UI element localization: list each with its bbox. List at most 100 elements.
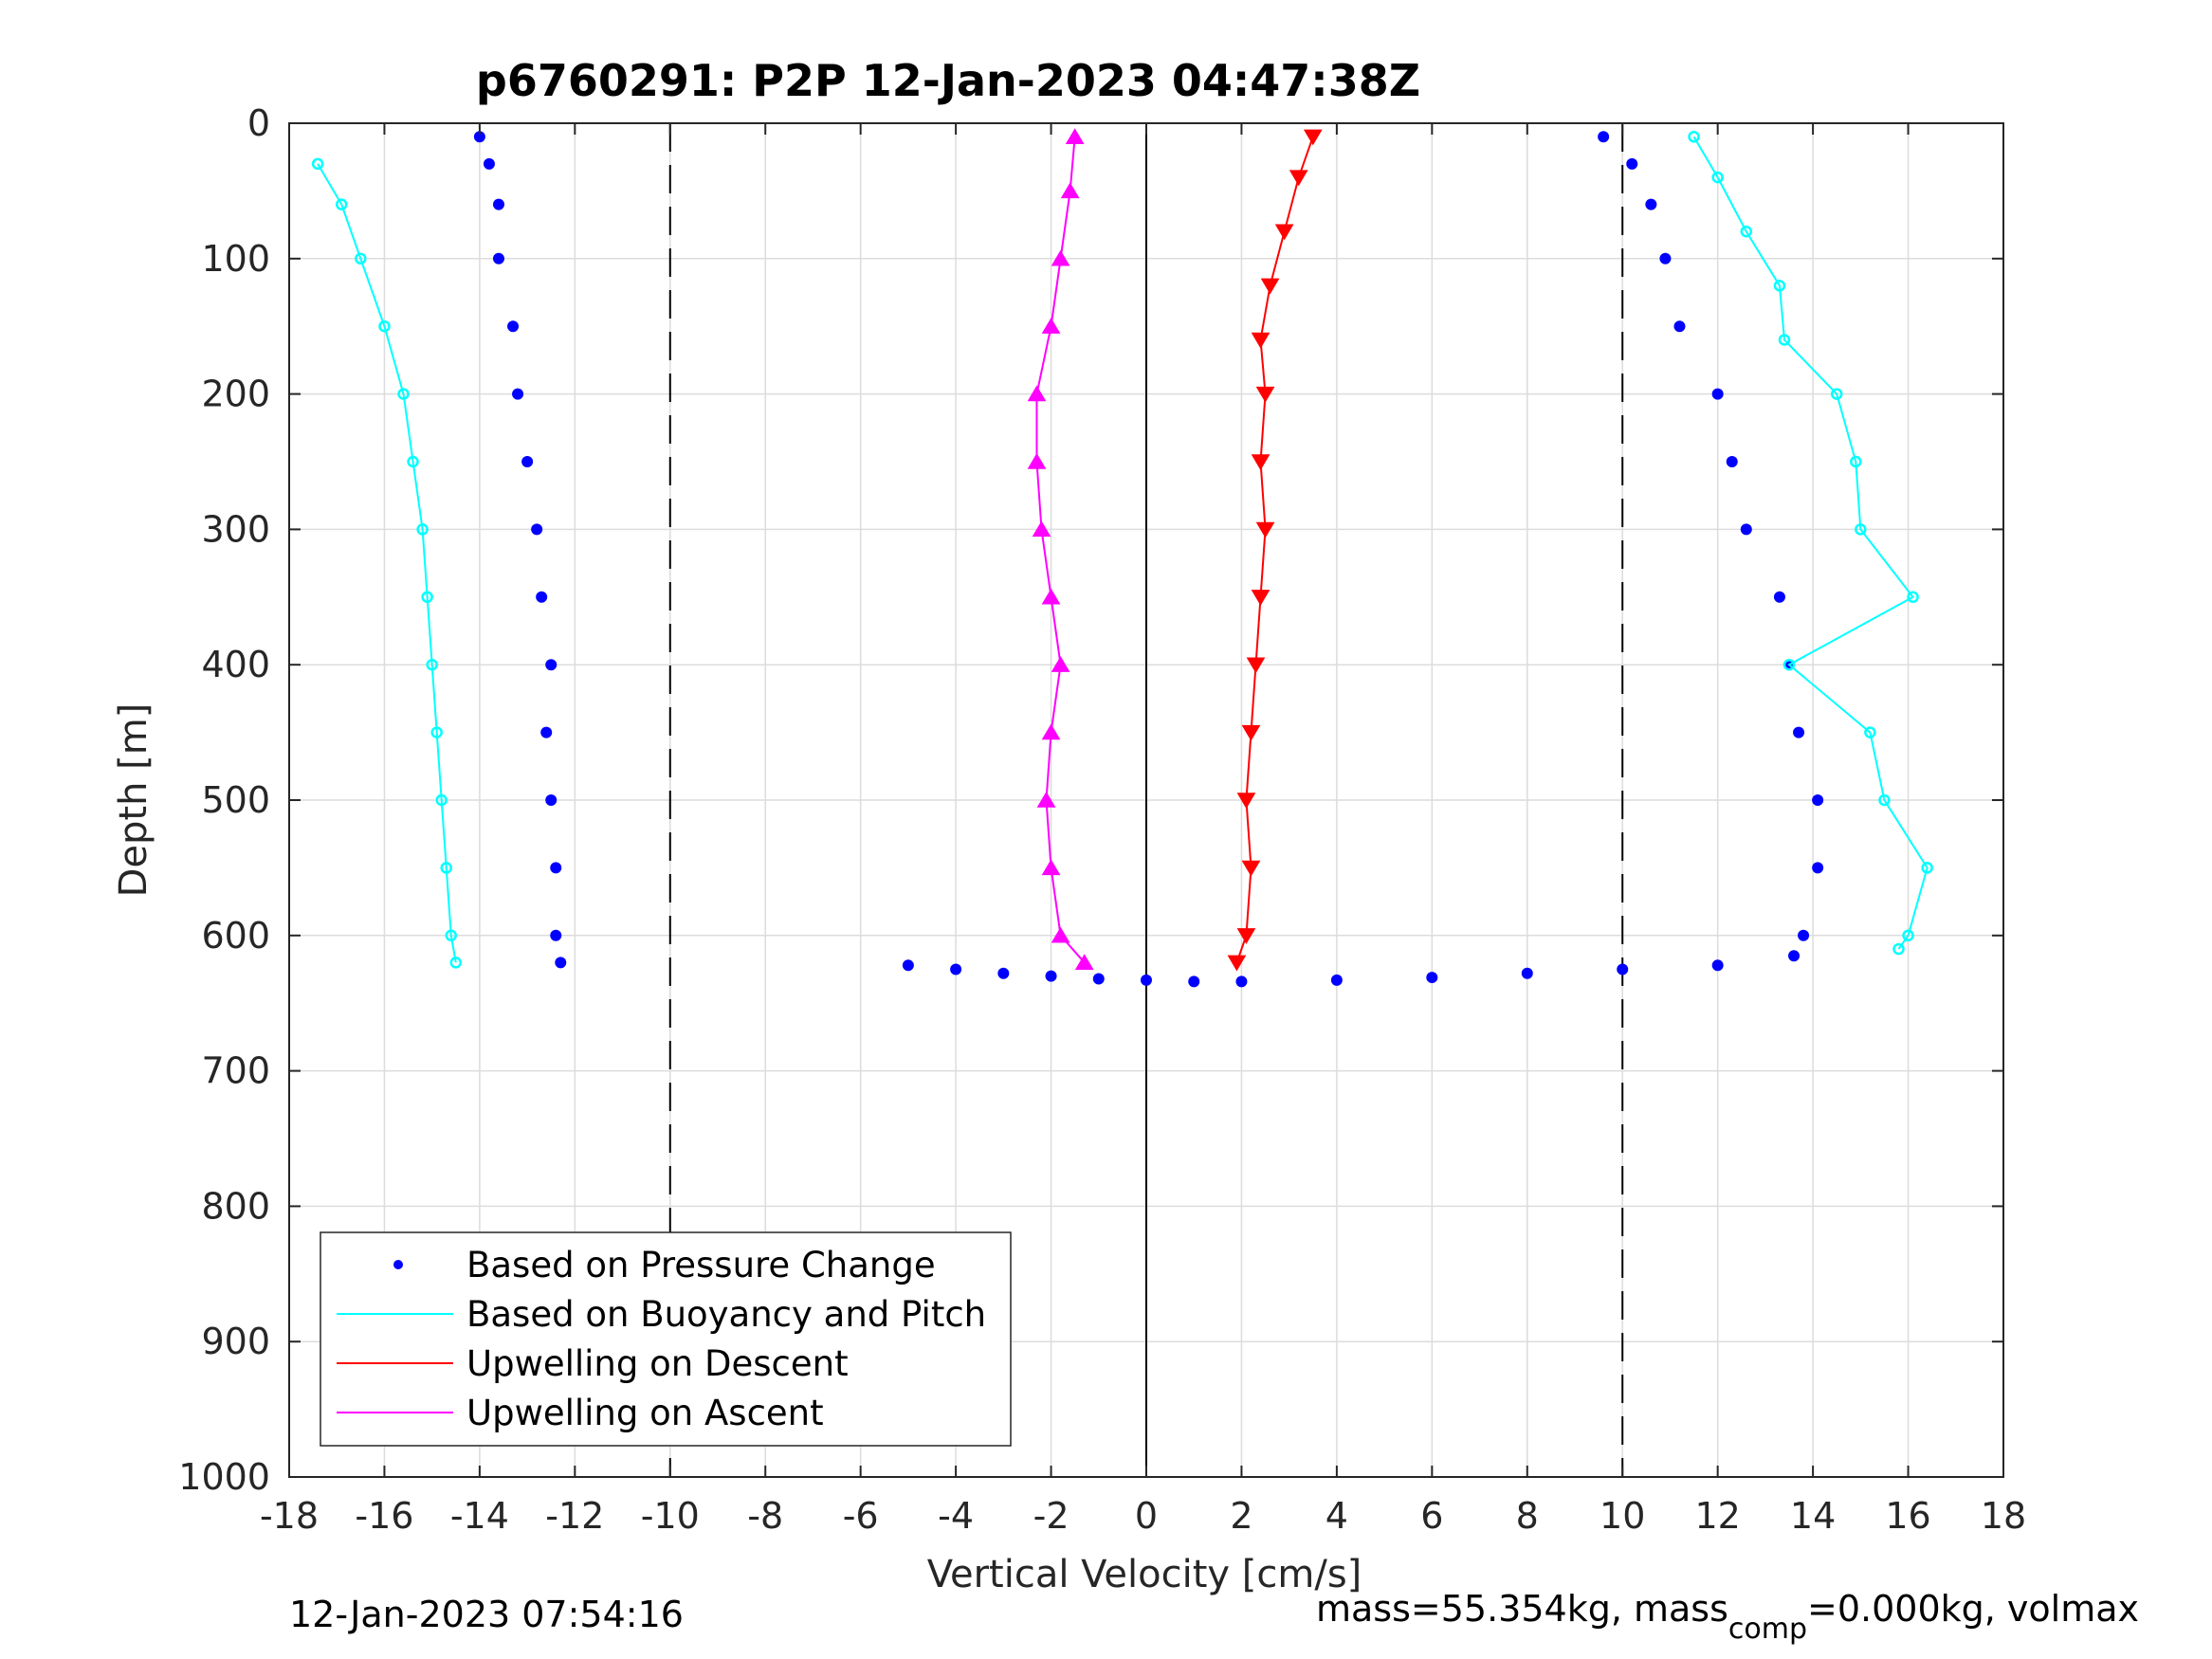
y-tick-label: 300 — [201, 508, 270, 550]
descent-upwelling-point — [1227, 955, 1247, 972]
buoyancy-data-point — [1878, 793, 1891, 807]
pressure-data-point — [512, 388, 524, 400]
y-tick-label: 200 — [201, 374, 270, 415]
x-tick-label: 0 — [1135, 1495, 1158, 1537]
x-tick-label: 8 — [1516, 1495, 1539, 1537]
x-tick-label: -12 — [545, 1495, 604, 1537]
series-based-on-buoyancy-and-pitch — [311, 131, 1933, 969]
pressure-data-point — [1645, 198, 1657, 210]
pressure-data-point — [473, 131, 485, 143]
buoyancy-data-point — [449, 957, 463, 969]
buoyancy-data-point — [1688, 131, 1700, 143]
buoyancy-line — [1692, 136, 1929, 950]
descent-upwelling-point — [1255, 521, 1275, 538]
ascent-upwelling-point — [1041, 859, 1061, 876]
pressure-data-point — [1045, 970, 1057, 982]
pressure-data-point — [1711, 959, 1724, 972]
buoyancy-data-point — [378, 319, 391, 333]
buoyancy-data-point — [426, 658, 438, 671]
pressure-data-point — [521, 456, 534, 467]
descent-upwelling-point — [1303, 129, 1323, 146]
series-layer — [311, 128, 1933, 988]
legend-label: Based on Pressure Change — [466, 1245, 936, 1285]
buoyancy-data-point — [1740, 225, 1753, 238]
buoyancy-data-point — [1855, 523, 1867, 536]
x-tick-label: 14 — [1790, 1495, 1836, 1537]
x-tick-label: -6 — [843, 1495, 879, 1537]
pressure-data-point — [492, 252, 504, 264]
x-tick-label: -14 — [450, 1495, 509, 1537]
x-tick-label: 12 — [1694, 1495, 1740, 1537]
ascent-upwelling-point — [1074, 954, 1094, 971]
pressure-data-point — [550, 929, 562, 941]
y-axis-label: Depth [m] — [112, 703, 155, 898]
pressure-data-point — [545, 794, 558, 806]
x-tick-label: 18 — [1981, 1495, 2026, 1537]
series-based-on-pressure-change — [473, 131, 1824, 988]
x-ticks: -18 -16 -14 -12 -10 -8 -6 -4 -2 0 2 4 6 8 10 12 14 16 18 — [260, 123, 2026, 1537]
footer-mass-info: mass=55.354kg, masscomp=0.000kg, volmax — [1316, 1588, 2139, 1646]
pressure-data-point — [1812, 862, 1824, 874]
pressure-data-point — [1330, 974, 1343, 986]
pressure-data-point — [1141, 974, 1152, 986]
buoyancy-data-point — [430, 726, 443, 738]
ascent-upwelling-point — [1041, 723, 1061, 740]
ascent-upwelling-point — [1041, 588, 1061, 605]
buoyancy-data-point — [355, 252, 367, 265]
legend-label: Based on Buoyancy and Pitch — [466, 1294, 986, 1335]
pressure-data-point — [483, 157, 495, 170]
series-upwelling-on-ascent — [1027, 128, 1094, 971]
y-ticks: 0 100 200 300 400 500 600 700 800 900 1000 — [178, 102, 2003, 1498]
ascent-upwelling-point — [1027, 452, 1047, 469]
buoyancy-data-point — [1830, 388, 1843, 400]
buoyancy-data-point — [416, 523, 429, 536]
buoyancy-data-point — [311, 157, 324, 171]
legend-label: Upwelling on Ascent — [466, 1393, 824, 1433]
buoyancy-line — [317, 163, 457, 963]
pressure-data-point — [507, 320, 520, 333]
descent-upwelling-point — [1251, 590, 1271, 606]
x-tick-label: -16 — [355, 1495, 413, 1537]
pressure-data-point — [555, 957, 567, 969]
pressure-data-point — [1798, 929, 1810, 941]
buoyancy-data-point — [397, 388, 410, 400]
footer-mass-label: mass=55.354kg, mass — [1316, 1588, 1728, 1630]
ascent-upwelling-point — [1032, 520, 1051, 538]
ascent-upwelling-point — [1051, 249, 1070, 266]
pressure-data-point — [902, 959, 914, 972]
y-tick-label: 800 — [201, 1185, 270, 1227]
series-upwelling-on-descent — [1227, 129, 1323, 972]
pressure-data-point — [1726, 456, 1738, 467]
descent-upwelling-point — [1241, 724, 1261, 741]
descent-upwelling-point — [1236, 928, 1256, 944]
x-tick-label: 2 — [1230, 1495, 1252, 1537]
pressure-data-point — [1626, 157, 1638, 170]
buoyancy-data-point — [1711, 171, 1724, 184]
legend-marker-dot — [393, 1260, 403, 1269]
buoyancy-data-point — [1864, 726, 1876, 738]
legend: Based on Pressure Change Based on Buoyanc… — [320, 1231, 1012, 1447]
x-tick-label: 16 — [1885, 1495, 1930, 1537]
buoyancy-data-point — [421, 591, 433, 604]
x-tick-label: 10 — [1600, 1495, 1645, 1537]
pressure-data-point — [997, 967, 1010, 979]
buoyancy-data-point — [1778, 334, 1791, 346]
ascent-upwelling-point — [1027, 385, 1047, 402]
buoyancy-data-point — [1921, 862, 1933, 874]
pressure-data-point — [492, 198, 504, 210]
ascent-upwelling-point — [1041, 318, 1061, 334]
pressure-data-point — [1521, 967, 1533, 979]
footer-timestamp: 12-Jan-2023 07:54:16 — [289, 1594, 684, 1635]
pressure-data-point — [531, 523, 543, 536]
pressure-data-point — [1812, 794, 1824, 806]
x-tick-label: -18 — [260, 1495, 319, 1537]
y-tick-label: 700 — [201, 1050, 270, 1092]
buoyancy-data-point — [1773, 280, 1786, 292]
y-tick-label: 600 — [201, 915, 270, 957]
descent-upwelling-point — [1289, 170, 1308, 187]
descent-upwelling-point — [1274, 224, 1294, 241]
buoyancy-data-point — [445, 929, 458, 942]
buoyancy-data-point — [335, 198, 348, 210]
pressure-data-point — [1188, 975, 1200, 988]
